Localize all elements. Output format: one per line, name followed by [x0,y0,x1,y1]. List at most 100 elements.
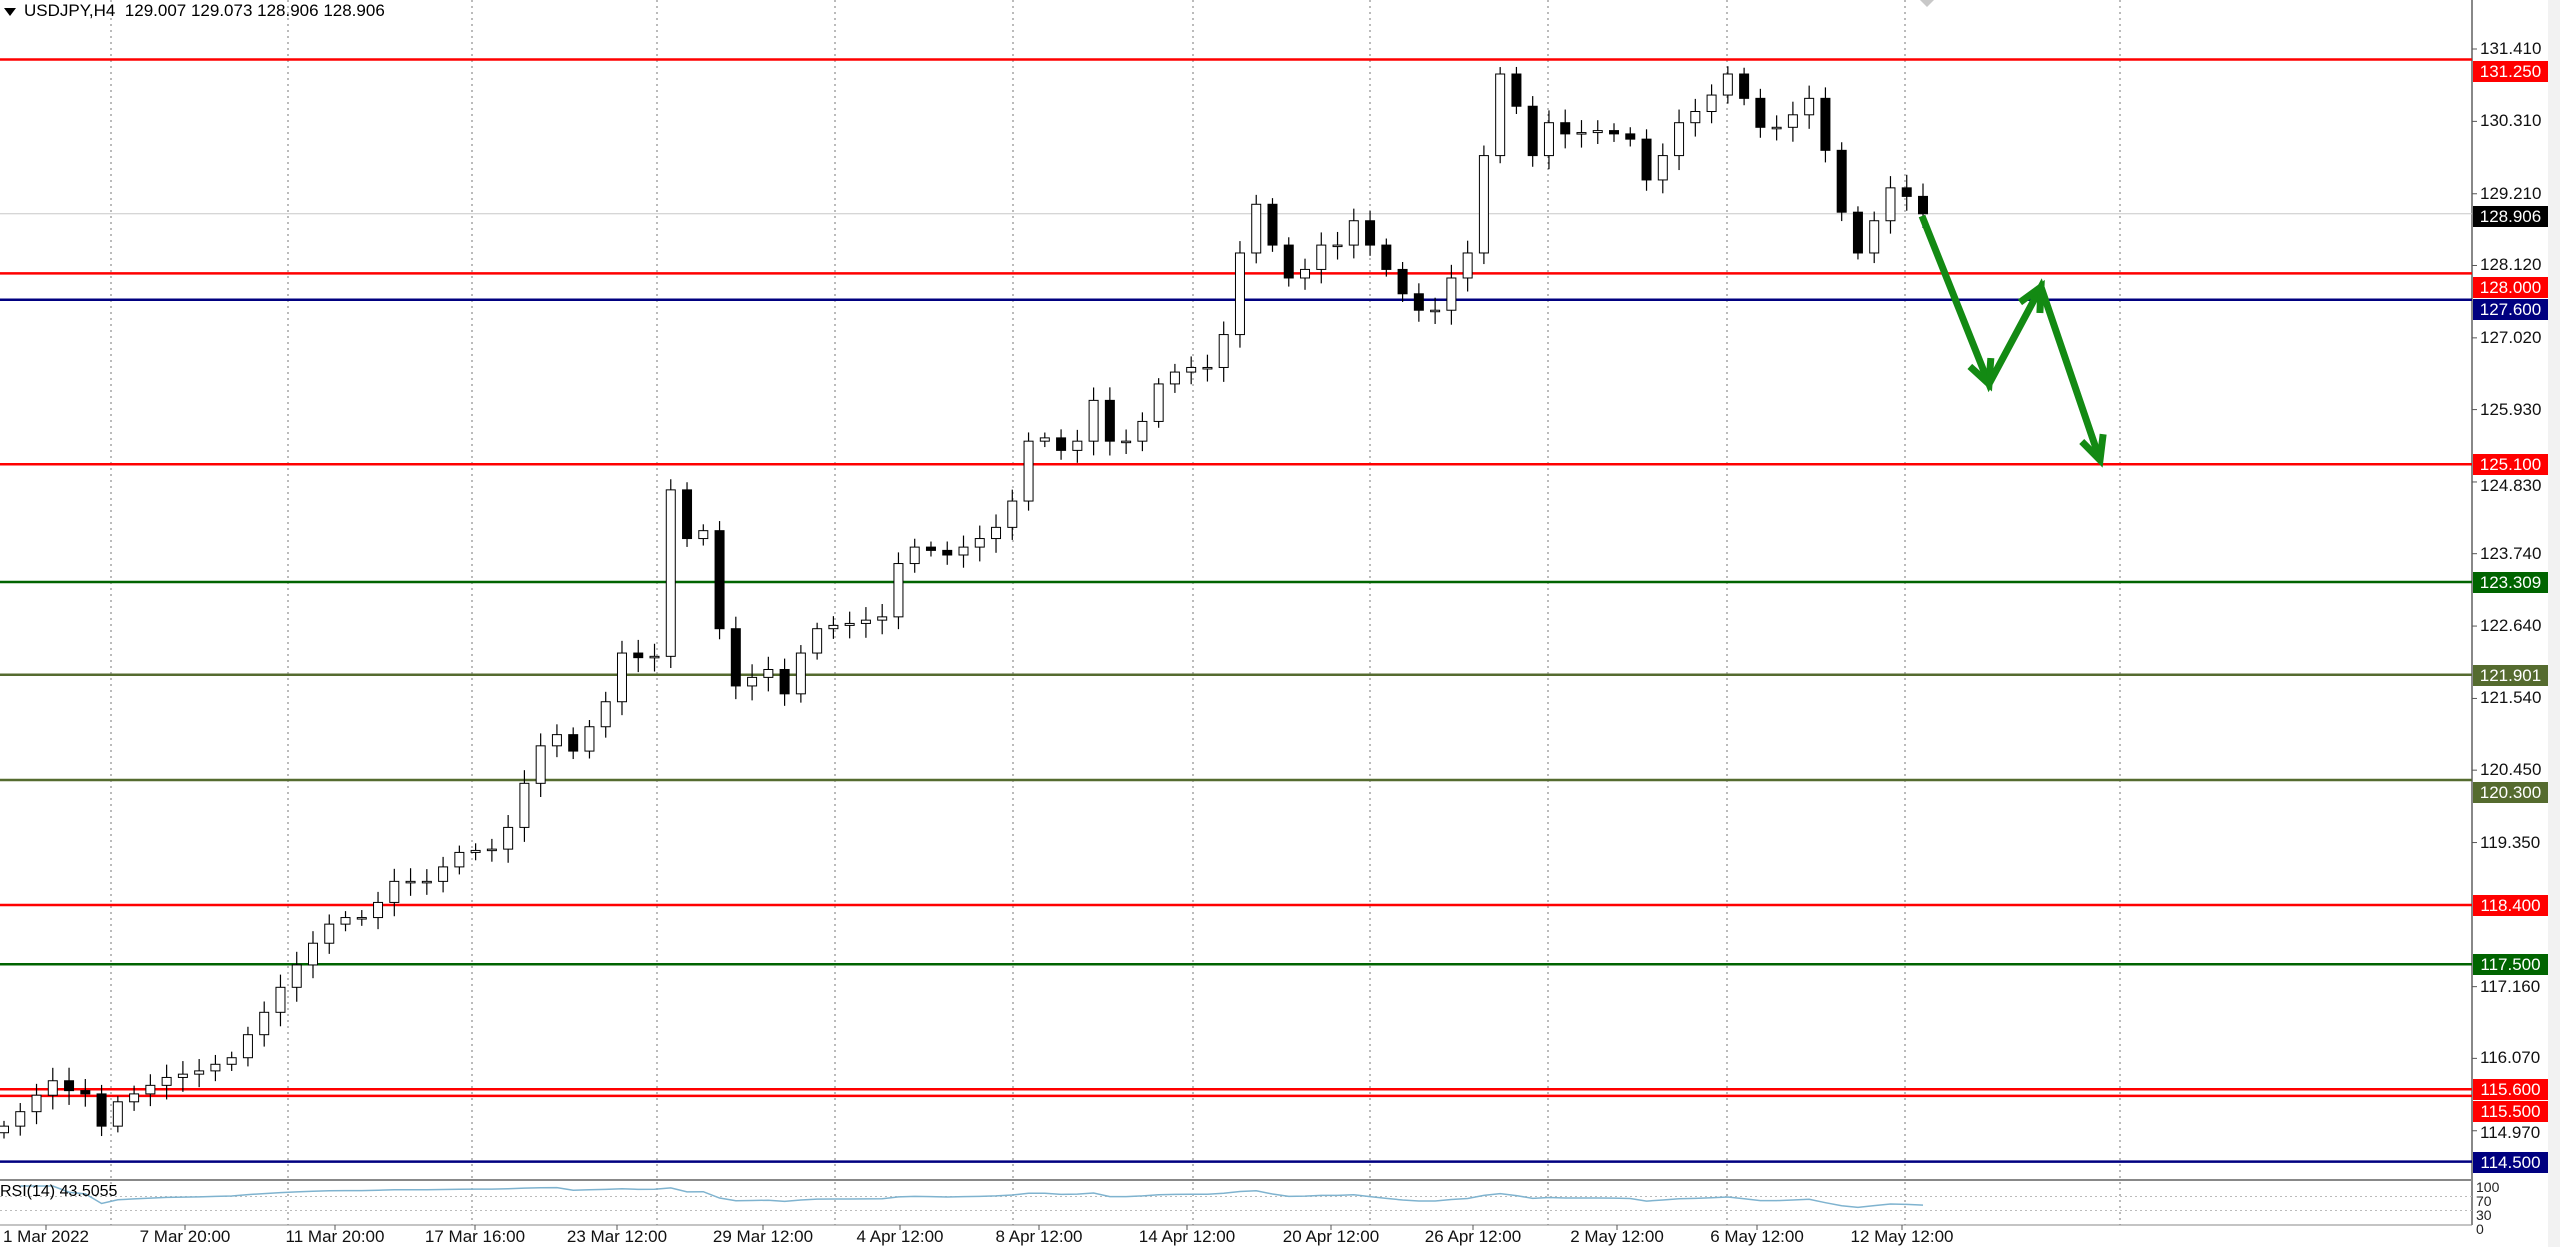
candle-bull [828,624,839,630]
candle-bull [1202,366,1213,370]
candle-bull [0,1125,9,1134]
candle-bull [860,619,871,624]
level-label: 117.500 [2473,954,2548,976]
candle-bear [925,546,936,551]
symbol-label: USDJPY,H4 [24,1,116,20]
candle-bull [1007,500,1018,528]
dropdown-triangle-icon[interactable] [4,7,16,16]
candle-bull [1869,220,1880,254]
candle-bull [129,1093,140,1103]
candle-bull [1153,383,1164,422]
candle-bull [47,1080,58,1096]
y-tick-label: 131.410 [2480,39,2542,58]
level-label: 123.309 [2473,572,2548,594]
x-tick-label: 7 Mar 20:00 [139,1227,231,1246]
candle-bull [161,1076,172,1086]
candle-bull [991,526,1002,540]
candle-bear [80,1090,91,1095]
candle-bull [1771,126,1782,130]
x-tick-label: 14 Apr 12:00 [1138,1227,1236,1246]
candle-bull [1088,399,1099,442]
candle-bull [893,563,904,618]
candle-bull [1592,130,1603,134]
candle-bull [145,1084,156,1095]
candle-bull [600,701,611,728]
candle-bull [194,1070,205,1075]
candle-bull [1072,440,1083,451]
candle-bull [1690,111,1701,124]
y-tick-label: 122.640 [2480,616,2542,636]
arrowhead-icon [2017,279,2045,314]
candle-bull [1674,122,1685,157]
x-tick-label: 11 Mar 20:00 [285,1227,385,1246]
candle-bull [242,1034,253,1059]
rsi-label: RSI(14) 43.5055 [0,1183,118,1200]
x-tick-label: 1 Mar 2022 [3,1227,89,1246]
rsi-axis-label: 30 [2476,1207,2492,1223]
candle-bull [877,616,888,621]
candle-bear [633,652,644,659]
candle-bear [1527,105,1538,157]
level-label: 115.500 [2473,1101,2548,1123]
candle-bull [519,782,530,828]
candle-bear [1918,195,1928,215]
level-label: 115.600 [2473,1079,2548,1101]
candle-bear [1413,293,1424,311]
candle-bull [486,848,497,852]
candle-bear [1511,73,1522,107]
candle-bull [1446,277,1457,311]
x-tick-label: 29 Mar 12:00 [712,1227,814,1246]
level-label: 118.400 [2473,895,2548,917]
candle-bull [665,489,676,657]
candle-bull [31,1094,42,1113]
level-label: 131.250 [2473,61,2548,82]
candle-bear [1852,211,1863,254]
rsi-line [20,1185,1924,1209]
candle-bear [96,1093,107,1127]
level-label: 121.901 [2473,664,2548,686]
y-tick-label: 120.450 [2480,760,2542,780]
candle-bull [226,1057,237,1065]
y-tick-label: 121.540 [2480,688,2542,708]
level-label: 127.600 [2473,299,2548,321]
candle-bull [1462,252,1473,279]
y-tick-label: 127.020 [2480,327,2542,347]
candle-bear [1901,187,1912,197]
candle-bull [1300,268,1311,279]
x-tick-label: 23 Mar 12:00 [566,1227,668,1246]
y-tick-label: 114.970 [2480,1123,2541,1143]
candle-bear [1820,97,1831,151]
candle-bear [1381,244,1392,270]
chart-title: USDJPY,H4 129.007 129.073 128.906 128.90… [4,0,385,22]
scrollbar [2548,0,2560,1247]
candle-bull [454,851,465,868]
candle-bull [1657,155,1668,181]
level-label: 128.000 [2473,277,2548,299]
candle-bear [1755,97,1766,128]
arrowhead-icon [2079,433,2107,468]
y-tick-label: 130.310 [2480,111,2542,131]
candle-bear [1641,138,1652,181]
y-tick-label: 116.070 [2480,1048,2541,1068]
candle-bull [470,849,481,853]
candle-bear [730,628,741,687]
candle-bull [763,668,774,678]
candle-bull [795,652,806,695]
candle-bull [1787,114,1798,128]
x-tick-label: 2 May 12:00 [1570,1227,1664,1246]
candle-bull [1430,309,1441,313]
y-tick-label: 117.160 [2480,976,2541,996]
level-label: 114.500 [2473,1151,2548,1173]
candle-bull [649,655,660,659]
candle-bear [1267,203,1278,246]
candle-bull [616,652,627,703]
candle-bull [210,1063,221,1072]
candle-bull [112,1101,123,1127]
candle-bear [1836,149,1847,213]
y-tick-label: 123.740 [2480,543,2542,563]
candle-bear [942,549,953,556]
candle-bull [698,530,709,540]
candle-bear [1625,133,1636,140]
candle-bull [551,734,562,747]
